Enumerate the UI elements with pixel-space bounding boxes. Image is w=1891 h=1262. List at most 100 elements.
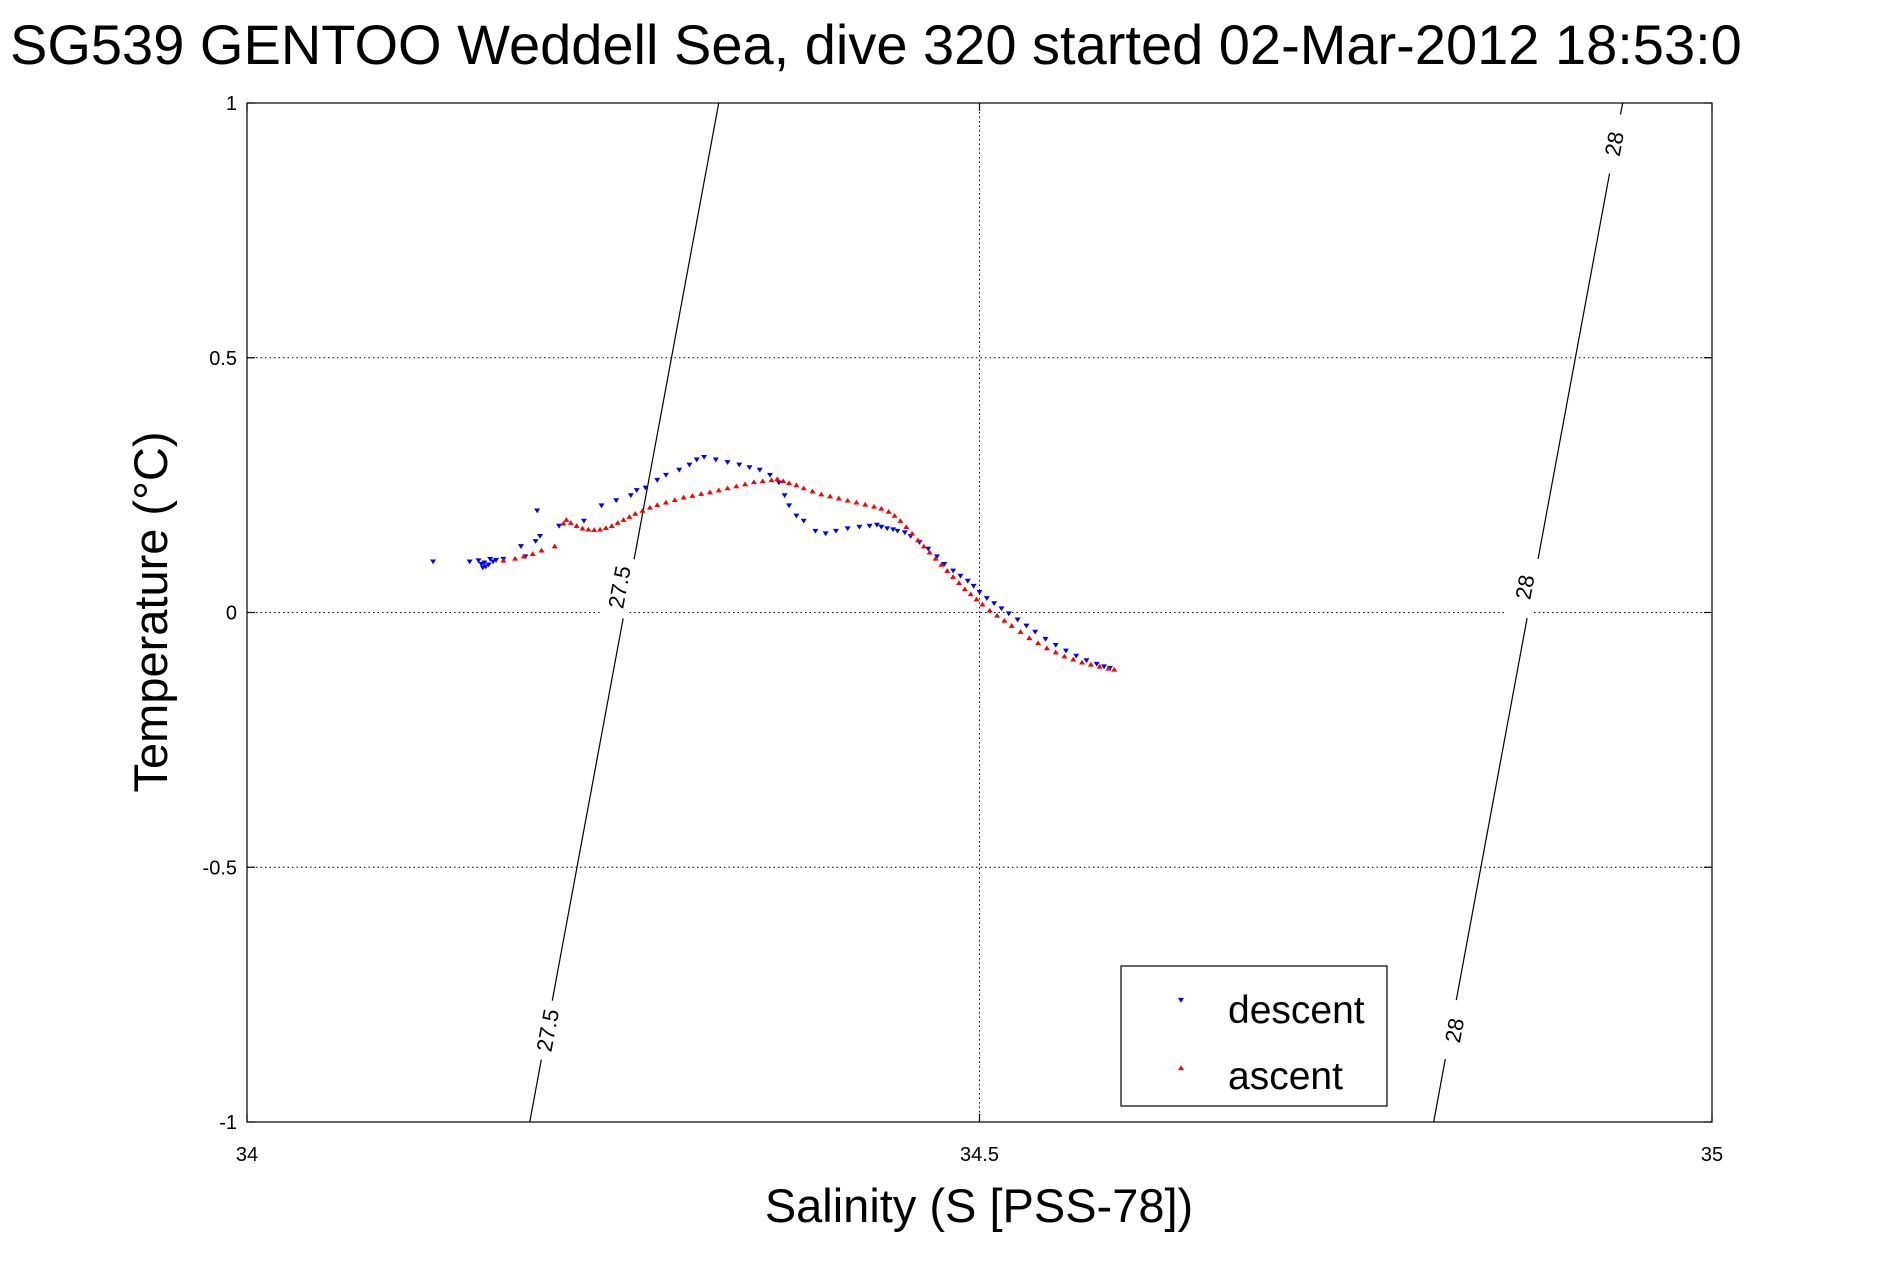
descent-point (487, 556, 494, 562)
ascent-point (750, 479, 757, 485)
y-tick-label: -0.5 (203, 857, 237, 879)
descent-point (890, 527, 897, 533)
ascent-point (654, 502, 661, 508)
ascent-point (529, 551, 536, 557)
y-tick-label: -1 (219, 1112, 237, 1134)
ascent-point (632, 510, 639, 516)
ascent-point (1008, 623, 1015, 628)
ascent-point (512, 555, 519, 561)
ascent-point (768, 477, 775, 483)
y-tick-label: 0.5 (209, 348, 237, 370)
descent-point (532, 539, 539, 544)
ascent-point (639, 507, 646, 513)
ascent-point (809, 488, 816, 494)
y-tick-label: 0 (226, 603, 237, 625)
ascent-point (680, 494, 687, 500)
ascent-point (602, 525, 609, 531)
ascent-point (1111, 666, 1118, 672)
ascent-point (563, 517, 570, 522)
ascent-point (827, 493, 834, 499)
ascent-point (800, 485, 807, 491)
descent-point (873, 522, 880, 528)
contour-label-gap (1506, 555, 1543, 619)
ascent-series (500, 476, 1118, 672)
ascent-point (994, 612, 1001, 618)
ascent-point (662, 499, 669, 505)
ascent-point (920, 543, 927, 549)
descent-point (478, 561, 485, 567)
descent-point (746, 465, 753, 470)
contour-label-gap (1435, 998, 1473, 1063)
ascent-point (878, 505, 885, 511)
descent-point (884, 526, 891, 532)
ascent-point (573, 523, 580, 528)
ascent-point (835, 495, 842, 501)
descent-point (712, 457, 719, 463)
descent-point (1005, 611, 1012, 617)
ascent-point (698, 491, 705, 496)
descent-point (627, 493, 634, 499)
ascent-point (932, 555, 939, 561)
ascent-point (759, 478, 766, 484)
ascent-point (1026, 635, 1033, 641)
ascent-point (973, 596, 980, 602)
ascent-point (891, 512, 898, 518)
descent-point (534, 508, 541, 514)
ascent-point (871, 503, 878, 509)
legend-markers (1178, 997, 1184, 1071)
descent-point (976, 590, 983, 595)
grid-lines (247, 103, 1712, 1122)
ascent-point (1096, 663, 1103, 669)
descent-point (950, 568, 957, 574)
descent-point (493, 557, 500, 563)
descent-point (485, 562, 492, 568)
ascent-point (844, 497, 851, 503)
contour-label-gap (600, 555, 638, 619)
descent-point (894, 528, 901, 534)
descent-point (957, 573, 964, 579)
x-tick-label: 34 (236, 1144, 258, 1166)
descent-point (1062, 648, 1069, 654)
descent-point (878, 524, 885, 530)
descent-point (580, 518, 587, 524)
ascent-point (793, 482, 800, 488)
ascent-point (780, 478, 787, 484)
descent-point (1083, 658, 1090, 664)
ascent-point (979, 601, 986, 607)
ascent-point (706, 489, 713, 495)
ascent-point (955, 580, 962, 586)
legend-label-ascent: ascent (1228, 1055, 1343, 1098)
ascent-point (585, 526, 592, 532)
ascent-point (897, 518, 904, 523)
ascent-point (1043, 645, 1050, 651)
descent-point (1101, 664, 1108, 670)
descent-point (1052, 643, 1059, 648)
descent-point (901, 530, 908, 536)
ascent-point (620, 517, 627, 522)
ascent-point (551, 543, 558, 549)
descent-point (781, 493, 788, 499)
descent-point (941, 561, 948, 567)
descent-point (844, 526, 851, 532)
ascent-point (742, 481, 749, 487)
descent-point (934, 554, 941, 560)
ascent-point (1017, 629, 1024, 634)
ascent-point (1070, 656, 1077, 662)
descent-point (800, 518, 807, 524)
ascent-point (591, 527, 598, 533)
chart-title: SG539 GENTOO Weddell Sea, dive 320 start… (10, 13, 1742, 76)
descent-point (613, 498, 620, 504)
descent-point (701, 455, 708, 460)
contour-label: 28 (1600, 130, 1629, 159)
ascent-point (961, 586, 968, 592)
contour-label-gap (529, 998, 566, 1063)
ascent-point (862, 501, 869, 507)
descent-point (983, 596, 990, 601)
ascent-point (774, 476, 781, 482)
descent-point (1014, 617, 1021, 623)
descent-point (832, 528, 839, 534)
descent-point (537, 533, 543, 539)
legend: descent ascent (1120, 965, 1388, 1107)
descent-point (756, 467, 763, 473)
